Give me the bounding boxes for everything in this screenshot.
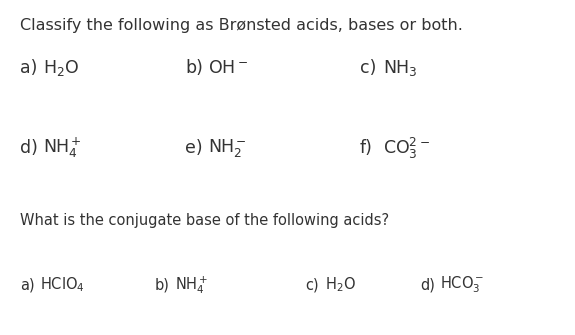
Text: NH$_4^+$: NH$_4^+$ [175,274,208,296]
Text: b): b) [185,59,203,77]
Text: d): d) [20,139,38,157]
Text: c): c) [305,277,319,292]
Text: OH$^-$: OH$^-$ [208,59,248,77]
Text: H$_2$O: H$_2$O [43,58,79,78]
Text: d): d) [420,277,435,292]
Text: e): e) [185,139,202,157]
Text: HCO$_3^-$: HCO$_3^-$ [440,275,484,295]
Text: a): a) [20,59,37,77]
Text: Classify the following as Brønsted acids, bases or both.: Classify the following as Brønsted acids… [20,18,463,33]
Text: CO$_3^{2-}$: CO$_3^{2-}$ [383,135,430,160]
Text: What is the conjugate base of the following acids?: What is the conjugate base of the follow… [20,213,389,228]
Text: c): c) [360,59,377,77]
Text: H$_2$O: H$_2$O [325,276,356,294]
Text: NH$_3$: NH$_3$ [383,58,417,78]
Text: f): f) [360,139,373,157]
Text: NH$_2^-$: NH$_2^-$ [208,137,247,159]
Text: a): a) [20,277,34,292]
Text: b): b) [155,277,170,292]
Text: HClO$_4$: HClO$_4$ [40,276,85,294]
Text: NH$_4^+$: NH$_4^+$ [43,136,82,160]
